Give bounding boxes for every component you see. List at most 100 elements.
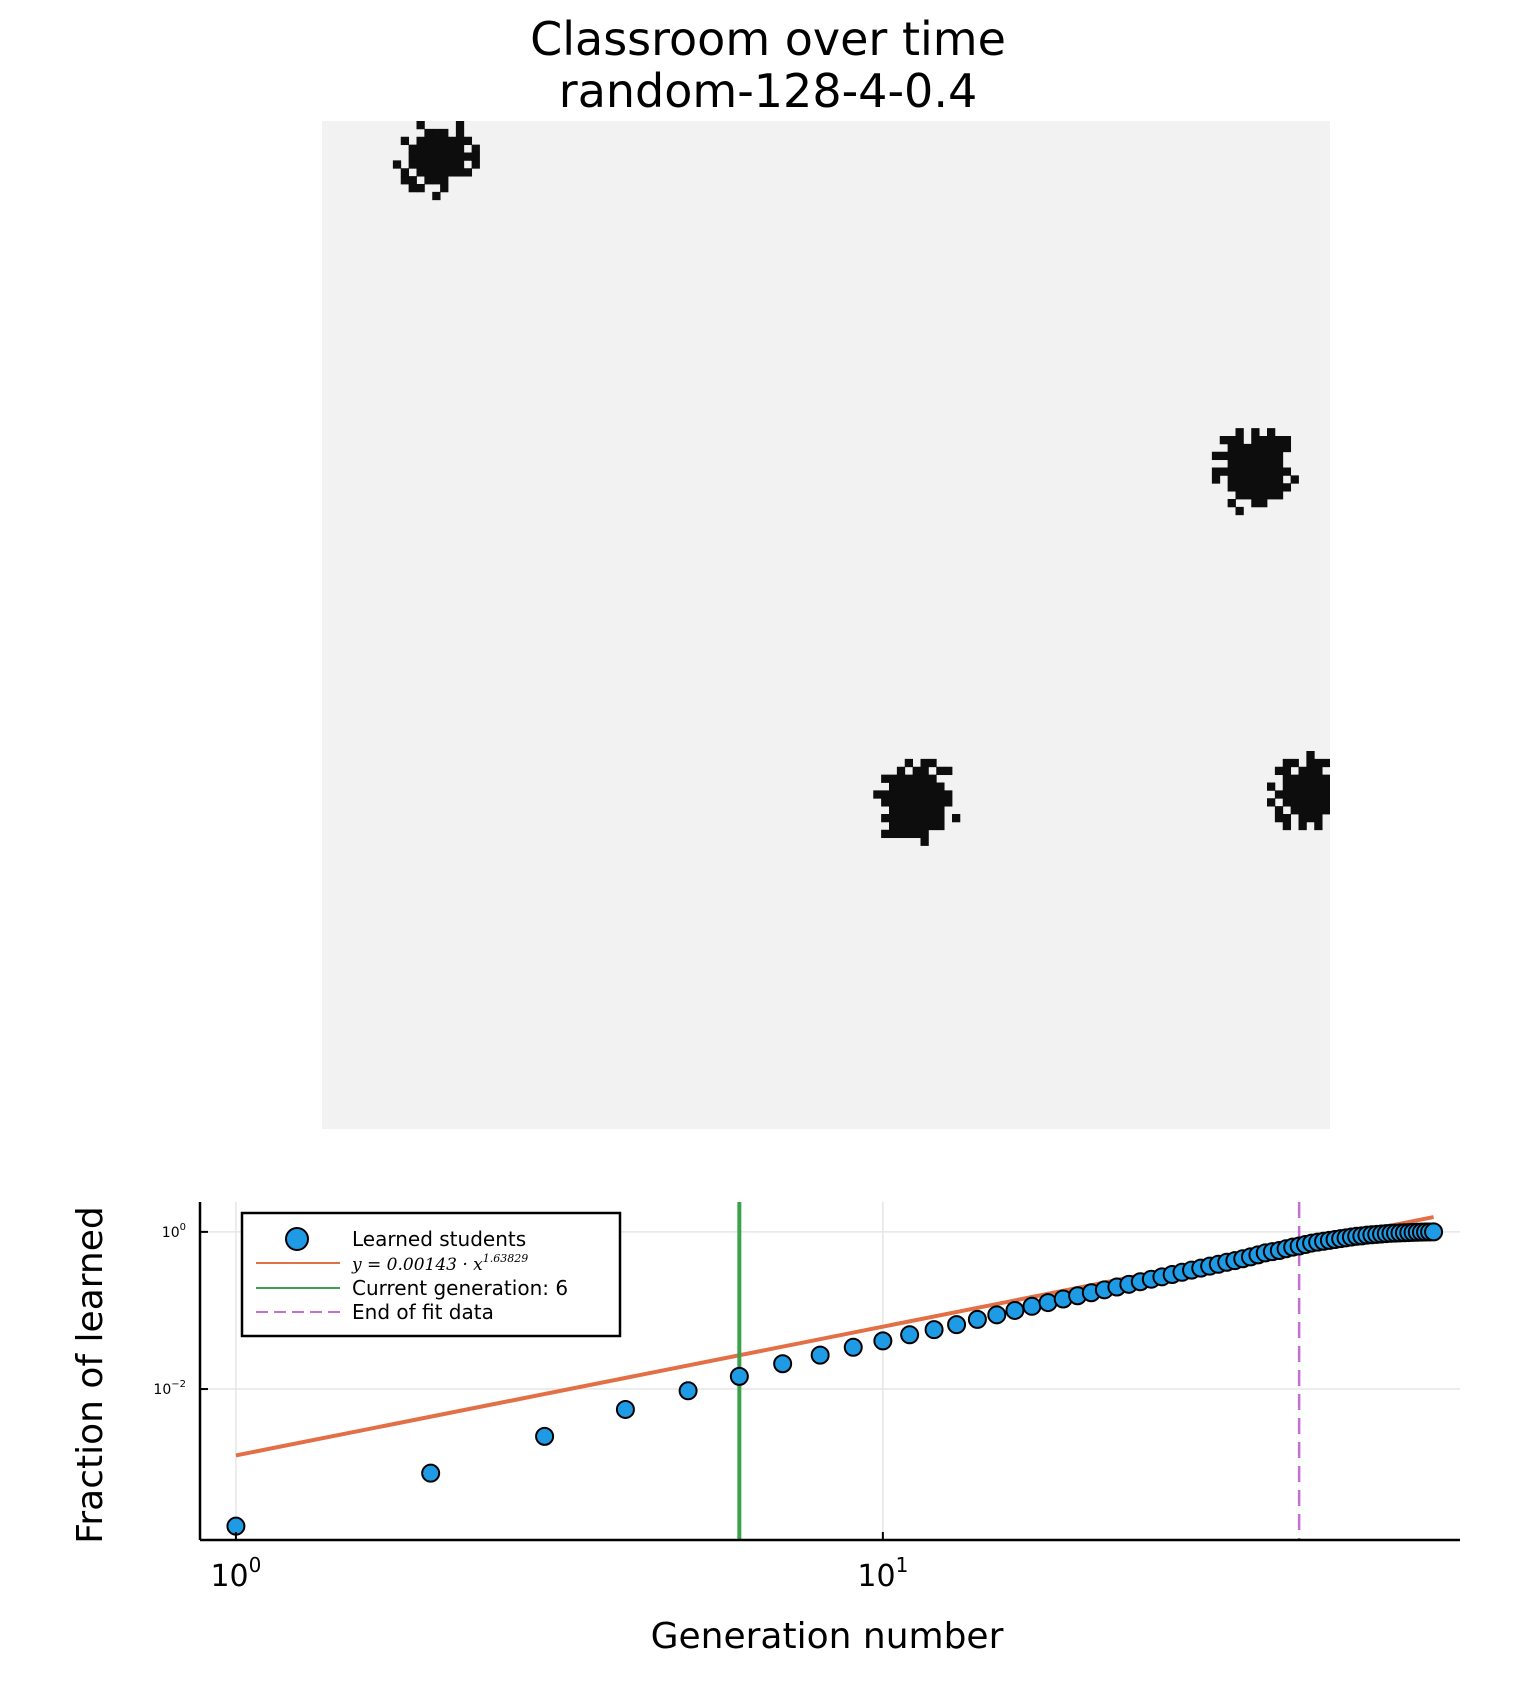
learned-cell	[920, 821, 929, 831]
learned-cell	[424, 136, 433, 146]
learned-cell	[455, 144, 465, 153]
legend-label: Current generation: 6	[352, 1276, 568, 1300]
learned-cell	[1306, 798, 1315, 807]
learned-cell	[455, 152, 465, 161]
learned-cell	[455, 128, 465, 138]
learned-cell	[920, 782, 929, 791]
learned-cell	[440, 144, 449, 153]
learned-cell	[928, 782, 937, 791]
learned-cell	[424, 160, 433, 169]
learned-cell	[936, 814, 945, 823]
learned-cell	[1251, 459, 1260, 468]
data-point	[843, 1337, 863, 1357]
learned-cell	[1298, 798, 1307, 807]
learned-cell	[881, 798, 890, 807]
learned-cell	[912, 814, 921, 823]
learned-cell	[448, 136, 457, 146]
learned-cell	[896, 798, 906, 807]
learned-cell	[928, 774, 937, 783]
learned-cell	[424, 176, 433, 185]
learned-cell	[912, 806, 921, 815]
learned-cell	[408, 176, 417, 185]
learned-cell	[424, 168, 433, 177]
learned-cell	[416, 184, 425, 193]
learned-cell	[1259, 436, 1268, 445]
learned-cell	[944, 798, 953, 807]
learned-cell	[1243, 483, 1252, 492]
learned-cell	[1274, 475, 1284, 484]
legend-label: Learned students	[352, 1227, 526, 1251]
learned-cell	[889, 829, 898, 839]
learned-cell	[1274, 491, 1284, 500]
learned-cell	[904, 829, 914, 839]
learned-cell	[1298, 774, 1307, 783]
learned-cell	[1282, 483, 1292, 492]
learned-cell	[1306, 806, 1315, 815]
learned-cell	[1290, 475, 1299, 484]
learned-cluster	[1267, 751, 1330, 831]
learned-cell	[896, 821, 906, 831]
learned-cell	[1243, 443, 1252, 453]
learned-cell	[912, 782, 921, 791]
learned-cell	[920, 806, 929, 815]
learned-cluster	[873, 758, 961, 846]
learned-cell	[1314, 782, 1323, 791]
learned-cell	[392, 160, 402, 169]
learned-cell	[1290, 782, 1299, 791]
learned-cell	[1298, 814, 1307, 823]
learned-cell	[1282, 790, 1292, 799]
learned-cell	[1274, 467, 1284, 476]
learned-cell	[448, 152, 457, 161]
learned-cell	[1282, 774, 1292, 783]
learned-cell	[928, 798, 937, 807]
data-point	[1022, 1296, 1042, 1316]
learned-cell	[1259, 451, 1268, 461]
learned-cell	[912, 829, 921, 839]
learned-cell	[1306, 774, 1315, 783]
learned-cell	[1235, 451, 1244, 461]
legend-marker-points	[285, 1227, 309, 1251]
learned-cell	[904, 806, 914, 815]
learned-cell	[920, 790, 929, 799]
learned-cell	[471, 160, 480, 169]
learned-cell	[440, 168, 449, 177]
learned-cell	[1259, 467, 1268, 476]
legend-label: End of fit data	[352, 1300, 494, 1324]
learned-cell	[1306, 814, 1315, 823]
learned-cell	[1282, 436, 1292, 445]
learned-cell	[1227, 443, 1236, 453]
tick-labels: 100 101 100 10−2	[153, 1222, 908, 1594]
learned-cell	[1322, 774, 1330, 783]
learned-cell	[408, 160, 417, 169]
learned-cell	[1267, 475, 1276, 484]
learned-cell	[1267, 459, 1276, 468]
learned-cell	[1235, 459, 1244, 468]
learned-cell	[432, 136, 441, 146]
learned-cell	[1259, 499, 1268, 508]
learned-cell	[1282, 821, 1292, 831]
learned-cell	[1274, 814, 1284, 823]
learned-cell	[1274, 790, 1284, 799]
data-point	[535, 1426, 555, 1446]
learned-cell	[1314, 821, 1323, 831]
learned-cell	[881, 790, 890, 799]
data-point	[773, 1354, 793, 1374]
learned-cell	[463, 168, 473, 177]
data-point	[615, 1399, 635, 1419]
learned-cell	[928, 758, 937, 768]
learned-cell	[920, 814, 929, 823]
data-point	[967, 1309, 987, 1329]
learned-cell	[416, 144, 425, 153]
learned-cell	[1251, 436, 1260, 445]
learned-cell	[400, 136, 410, 146]
learned-cell	[1314, 806, 1323, 815]
learned-cell	[904, 790, 914, 799]
learned-cell	[1259, 459, 1268, 468]
learned-cell	[1267, 443, 1276, 453]
learned-cell	[896, 766, 906, 776]
learned-cell	[1219, 467, 1229, 476]
learned-cell	[881, 814, 890, 823]
learned-cell	[432, 168, 441, 177]
learned-cell	[424, 144, 433, 153]
